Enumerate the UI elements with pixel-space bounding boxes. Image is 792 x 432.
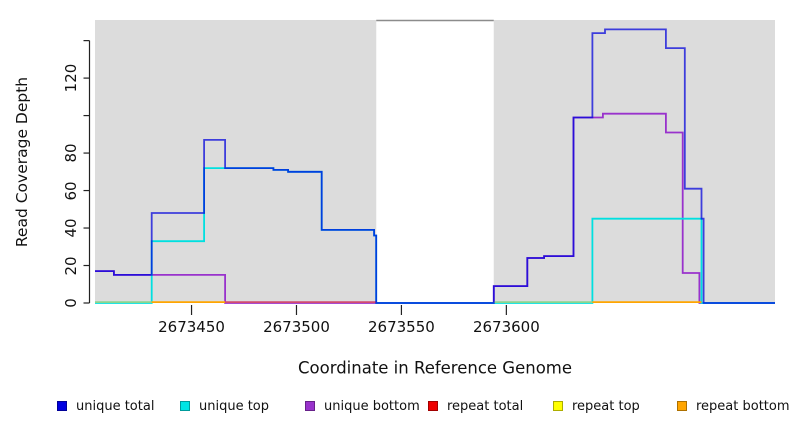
legend-item: unique top [180, 398, 270, 414]
legend-swatch-icon [305, 401, 315, 411]
legend-swatch-icon [428, 401, 438, 411]
y-tick-label: 0 [62, 298, 80, 308]
y-tick-label: 120 [62, 63, 80, 93]
legend-label: unique top [199, 398, 270, 414]
legend-swatch-icon [677, 401, 687, 411]
legend-swatch-icon [553, 401, 563, 411]
y-tick-label: 20 [62, 255, 80, 276]
y-axis-title: Read Coverage Depth [13, 76, 31, 247]
legend-item: unique total [57, 398, 155, 414]
coverage-band [95, 20, 377, 303]
legend-label: repeat total [447, 398, 524, 414]
legend-item: repeat top [553, 398, 640, 414]
series-line-unique-total [95, 28, 775, 304]
y-tick-label: 60 [62, 181, 80, 201]
x-tick-label: 2673550 [368, 318, 435, 336]
y-tick-label: 80 [62, 143, 80, 163]
coverage-band [493, 20, 775, 303]
legend-label: repeat top [572, 398, 640, 414]
legend-swatch-icon [57, 401, 67, 411]
legend-label: unique total [76, 398, 155, 414]
x-tick-label: 2673500 [263, 318, 330, 336]
legend-item: repeat total [428, 398, 524, 414]
x-tick-label: 2673600 [472, 318, 540, 336]
x-tick-label: 2673450 [158, 318, 225, 336]
legend-label: repeat bottom [696, 398, 790, 414]
legend-swatch-icon [180, 401, 190, 411]
x-axis-title: Coordinate in Reference Genome [297, 358, 573, 378]
legend-item: repeat bottom [677, 398, 790, 414]
legend-item: unique bottom [305, 398, 420, 414]
legend-label: unique bottom [324, 398, 420, 414]
y-tick-label: 40 [62, 218, 80, 238]
